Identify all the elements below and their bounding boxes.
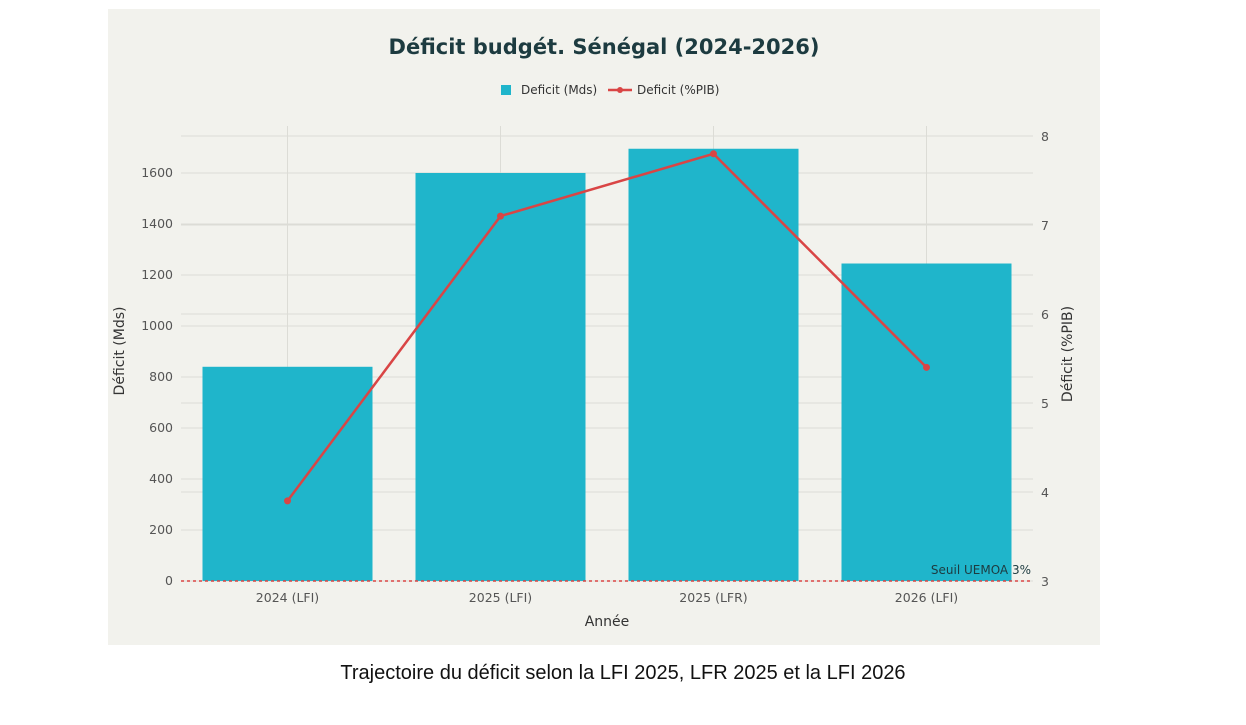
bar [841, 263, 1012, 581]
y-tick-label: 1600 [141, 165, 173, 180]
bar [202, 366, 373, 581]
y2-tick-label: 3 [1041, 574, 1049, 589]
y-tick-label: 800 [149, 369, 173, 384]
line-series [286, 152, 928, 502]
bar [415, 172, 586, 581]
y2-axis-title: Déficit (%PIB) [1060, 306, 1076, 402]
x-axis-title: Année [585, 614, 630, 630]
line-point [284, 497, 291, 505]
legend-line-marker [617, 87, 623, 93]
y-tick-label: 600 [149, 420, 173, 435]
y-tick-label: 200 [149, 522, 173, 537]
x-tick-label: 2024 (LFI) [256, 590, 319, 605]
y-tick-label: 0 [165, 573, 173, 588]
line-point [497, 212, 504, 220]
bar [628, 148, 799, 581]
chart-panel: Seuil UEMOA 3% 0 200 400 600 800 1000 1200 1400 1… [108, 9, 1100, 645]
legend-bar-swatch [501, 85, 511, 95]
x-tick-label: 2026 (LFI) [895, 590, 958, 605]
y-tick-label: 1000 [141, 318, 173, 333]
figure-caption: Trajectoire du déficit selon la LFI 2025… [340, 662, 906, 684]
y2-tick-label: 6 [1041, 307, 1049, 322]
x-tick-label: 2025 (LFR) [679, 590, 747, 605]
y2-tick-label: 4 [1041, 485, 1049, 500]
y-tick-label: 400 [149, 471, 173, 486]
x-tick-label: 2025 (LFI) [469, 590, 532, 605]
legend-label: Deficit (%PIB) [637, 83, 719, 97]
y-axis-title: Déficit (Mds) [112, 307, 128, 396]
line-point [923, 363, 930, 371]
y2-tick-label: 8 [1041, 129, 1049, 144]
y2-tick-label: 7 [1041, 218, 1049, 233]
y2-tick-label: 5 [1041, 396, 1049, 411]
y-tick-label: 1200 [141, 267, 173, 282]
chart-title: Déficit budgét. Sénégal (2024-2026) [389, 35, 820, 59]
threshold-label: Seuil UEMOA 3% [931, 563, 1031, 577]
y-tick-label: 1400 [141, 216, 173, 231]
chart: Seuil UEMOA 3% 0 200 400 600 800 1000 1200 1400 1… [112, 35, 1076, 630]
legend-label: Deficit (Mds) [521, 83, 597, 97]
line-point [710, 150, 717, 158]
